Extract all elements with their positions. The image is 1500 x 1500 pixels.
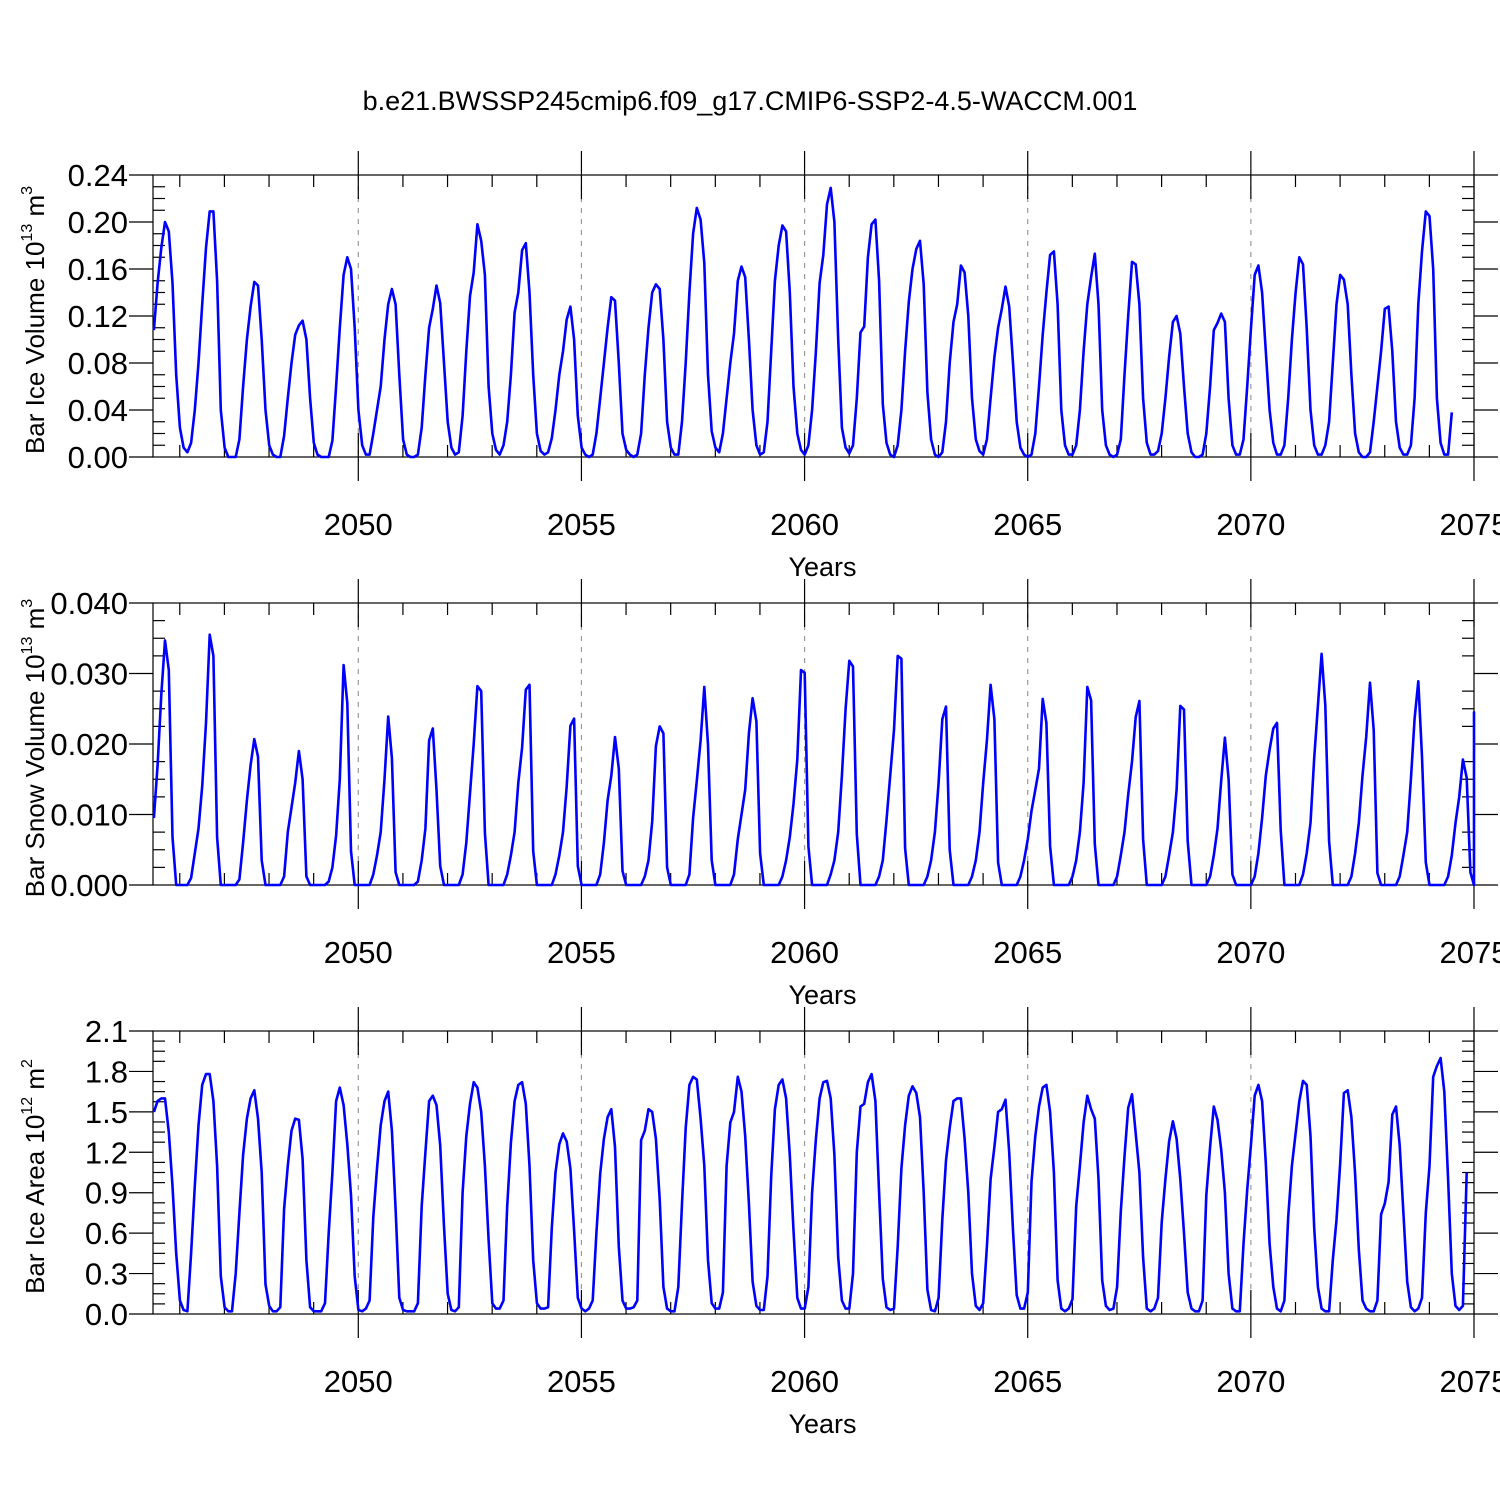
ice-volume-x-axis-label: Years bbox=[788, 552, 856, 582]
snow-volume-y-axis-label: Bar Snow Volume 1013 m3 bbox=[19, 599, 50, 898]
ice-area-x-tick-label: 2075 bbox=[1440, 1364, 1500, 1399]
snow-volume-y-tick-label: 0.040 bbox=[50, 586, 128, 621]
figure-title: b.e21.BWSSP245cmip6.f09_g17.CMIP6-SSP2-4… bbox=[363, 86, 1138, 116]
ice-area-y-axis-label: Bar Ice Area 1012 m2 bbox=[19, 1059, 50, 1294]
snow-volume-y-tick-label: 0.000 bbox=[50, 868, 128, 903]
ice-volume-y-tick-label: 0.24 bbox=[68, 158, 128, 193]
ice-area-y-tick-label: 0.3 bbox=[85, 1257, 128, 1292]
ice-volume-x-tick-label: 2070 bbox=[1216, 507, 1285, 542]
ice-area-y-tick-label: 1.8 bbox=[85, 1054, 128, 1089]
snow-volume-x-tick-label: 2075 bbox=[1440, 935, 1500, 970]
ice-volume-y-tick-label: 0.04 bbox=[68, 393, 128, 428]
ice-volume-x-tick-label: 2075 bbox=[1440, 507, 1500, 542]
ice-area-y-tick-label: 0.9 bbox=[85, 1176, 128, 1211]
ice-volume-x-tick-label: 2055 bbox=[547, 507, 616, 542]
panel-snow-volume: 2050 2055 2060 2065 2070 2075 0.000 0.010 0.020 0… bbox=[19, 579, 1500, 1010]
snow-volume-x-tick-label: 2070 bbox=[1216, 935, 1285, 970]
ice-area-x-axis-label: Years bbox=[788, 1409, 856, 1439]
ice-volume-y-tick-label: 0.12 bbox=[68, 299, 128, 334]
snow-volume-x-axis-label: Years bbox=[788, 980, 856, 1010]
ice-area-y-tick-label: 0.0 bbox=[85, 1297, 128, 1332]
ice-volume-y-tick-label: 0.20 bbox=[68, 205, 128, 240]
ice-area-y-tick-label: 1.5 bbox=[85, 1095, 128, 1130]
ice-volume-series-line bbox=[152, 186, 1454, 459]
ice-volume-x-tick-label: 2065 bbox=[993, 507, 1062, 542]
ice-volume-y-tick-label: 0.00 bbox=[68, 440, 128, 475]
snow-volume-y-tick-label: 0.030 bbox=[50, 657, 128, 692]
ice-volume-plot-frame bbox=[152, 174, 1475, 458]
ice-volume-y-axis-label: Bar Ice Volume 1013 m3 bbox=[19, 186, 50, 454]
snow-volume-x-tick-label: 2065 bbox=[993, 935, 1062, 970]
snow-volume-y-tick-label: 0.010 bbox=[50, 798, 128, 833]
snow-volume-y-tick-label: 0.020 bbox=[50, 727, 128, 762]
ice-area-x-tick-label: 2060 bbox=[770, 1364, 839, 1399]
snow-volume-series-line bbox=[152, 633, 1476, 887]
snow-volume-x-tick-label: 2050 bbox=[324, 935, 393, 970]
snow-volume-x-tick-label: 2055 bbox=[547, 935, 616, 970]
ice-area-y-tick-label: 2.1 bbox=[85, 1014, 128, 1049]
ice-volume-y-tick-label: 0.08 bbox=[68, 346, 128, 381]
ice-area-x-tick-label: 2065 bbox=[993, 1364, 1062, 1399]
ice-volume-x-tick-label: 2050 bbox=[324, 507, 393, 542]
ice-area-y-tick-label: 1.2 bbox=[85, 1135, 128, 1170]
ice-area-y-tick-label: 0.6 bbox=[85, 1216, 128, 1251]
ice-volume-x-tick-label: 2060 bbox=[770, 507, 839, 542]
panel-ice-volume: 2050 2055 2060 2065 2070 2075 0.00 0.04 0.08 0.12… bbox=[19, 151, 1500, 582]
ice-area-series-line bbox=[152, 1056, 1468, 1313]
panel-ice-area: 2050 2055 2060 2065 2070 2075 0.0 0.3 0.6 0.9 1.2 1… bbox=[19, 1007, 1500, 1439]
ice-area-x-tick-label: 2070 bbox=[1216, 1364, 1285, 1399]
ice-area-x-tick-label: 2050 bbox=[324, 1364, 393, 1399]
ice-area-x-tick-label: 2055 bbox=[547, 1364, 616, 1399]
snow-volume-x-tick-label: 2060 bbox=[770, 935, 839, 970]
ice-volume-y-tick-label: 0.16 bbox=[68, 252, 128, 287]
